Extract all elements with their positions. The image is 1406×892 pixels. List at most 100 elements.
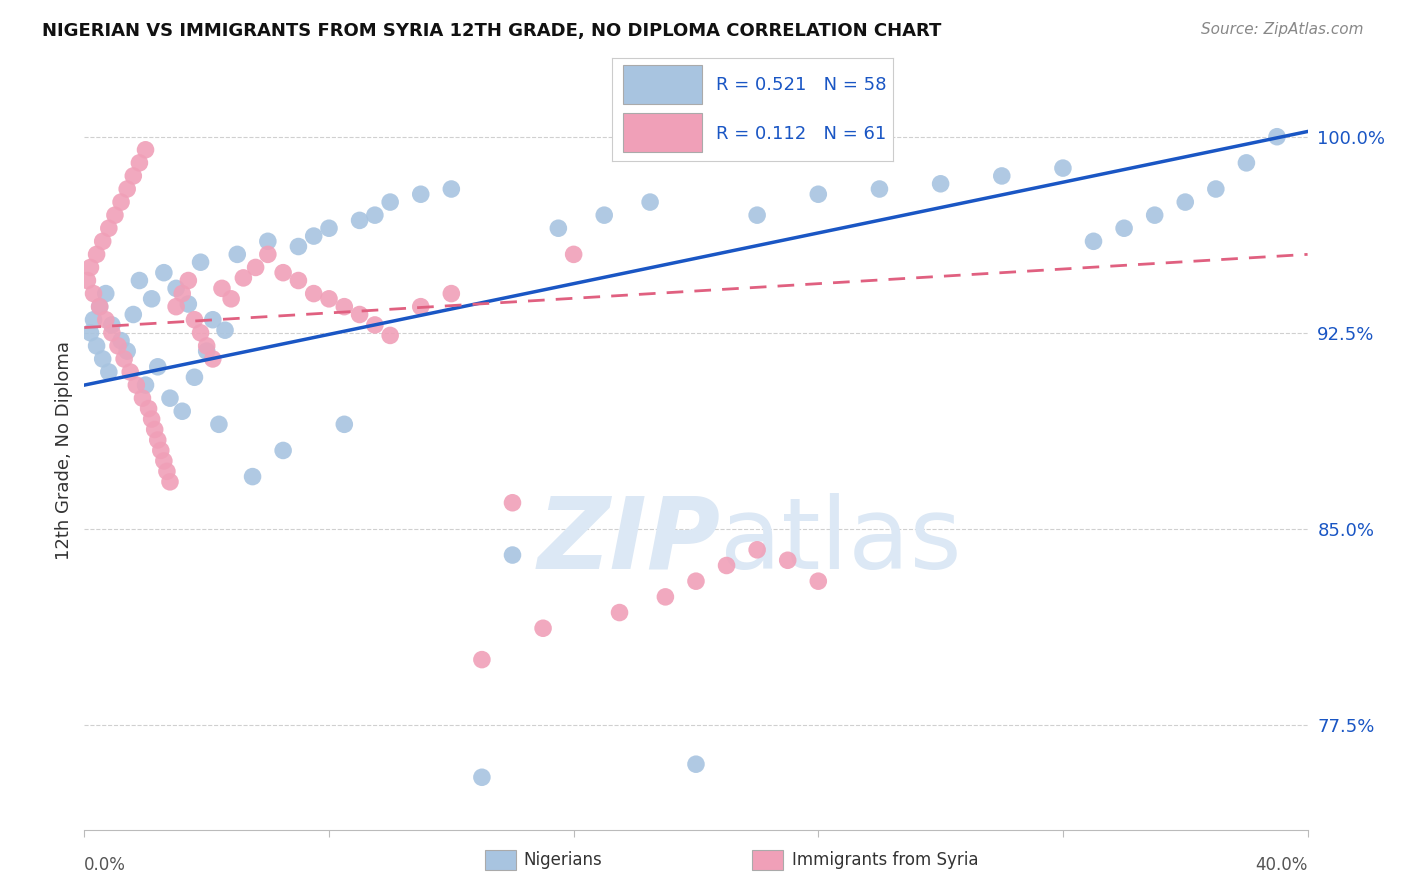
Point [502,496,524,510]
Point [135,143,157,157]
Point [747,208,769,222]
Point [201,312,224,326]
Point [190,326,212,340]
Point [318,292,340,306]
Point [94,312,117,326]
Point [257,235,280,249]
Point [1205,182,1227,196]
Text: Immigrants from Syria: Immigrants from Syria [792,851,979,869]
Point [440,182,463,196]
Point [807,574,830,589]
Point [153,454,176,468]
Point [929,177,952,191]
Point [869,182,891,196]
Point [716,558,738,573]
Point [547,221,569,235]
Text: NIGERIAN VS IMMIGRANTS FROM SYRIA 12TH GRADE, NO DIPLOMA CORRELATION CHART: NIGERIAN VS IMMIGRANTS FROM SYRIA 12TH G… [42,22,942,40]
Point [159,475,181,489]
Point [165,300,187,314]
Point [115,344,138,359]
Point [471,770,494,784]
Y-axis label: 12th Grade, No Diploma: 12th Grade, No Diploma [55,341,73,560]
Point [349,213,371,227]
Point [685,757,707,772]
Point [149,443,172,458]
Text: R = 0.112   N = 61: R = 0.112 N = 61 [716,125,886,143]
Point [101,326,124,340]
Bar [623,113,702,153]
Point [94,286,117,301]
Point [776,553,799,567]
Point [638,195,661,210]
Text: atlas: atlas [720,493,962,590]
Point [1236,156,1258,170]
Text: Source: ZipAtlas.com: Source: ZipAtlas.com [1201,22,1364,37]
Point [146,359,169,374]
Point [302,229,325,244]
Point [1114,221,1136,235]
Point [143,423,166,437]
Point [79,260,101,275]
Text: ZIP: ZIP [537,493,720,590]
Point [177,273,200,287]
Point [409,300,432,314]
Point [364,318,387,332]
Point [86,339,108,353]
Point [380,195,402,210]
Text: R = 0.521   N = 58: R = 0.521 N = 58 [716,76,886,94]
Point [364,208,387,222]
Point [89,300,111,314]
Point [609,606,631,620]
Point [83,312,105,326]
Point [214,323,236,337]
Point [807,187,830,202]
Point [349,308,371,322]
Point [190,255,212,269]
Point [153,266,176,280]
Point [138,401,160,416]
Point [1143,208,1166,222]
Point [135,378,157,392]
Point [125,378,148,392]
Point [1174,195,1197,210]
Point [380,328,402,343]
Point [333,417,356,432]
Point [128,273,150,287]
Point [747,542,769,557]
Point [219,292,242,306]
Point [120,365,142,379]
Point [195,344,218,359]
Point [333,300,356,314]
Point [97,221,120,235]
Point [562,247,585,261]
Point [271,443,294,458]
Point [101,318,124,332]
Point [242,469,264,483]
Point [165,281,187,295]
Point [1052,161,1074,175]
Point [287,273,309,287]
Point [172,286,194,301]
Point [83,286,105,301]
Point [183,370,205,384]
Point [122,169,145,183]
Point [141,412,163,426]
Point [271,266,294,280]
Point [146,433,169,447]
Text: Nigerians: Nigerians [523,851,602,869]
Point [195,339,218,353]
Point [226,247,249,261]
Text: 0.0%: 0.0% [84,855,127,873]
Point [287,239,309,253]
Point [76,273,98,287]
Point [172,404,194,418]
Point [79,326,101,340]
Point [104,208,127,222]
Point [122,308,145,322]
Point [110,334,132,348]
Point [991,169,1014,183]
Point [654,590,676,604]
Point [409,187,432,202]
Point [112,351,135,366]
Point [302,286,325,301]
